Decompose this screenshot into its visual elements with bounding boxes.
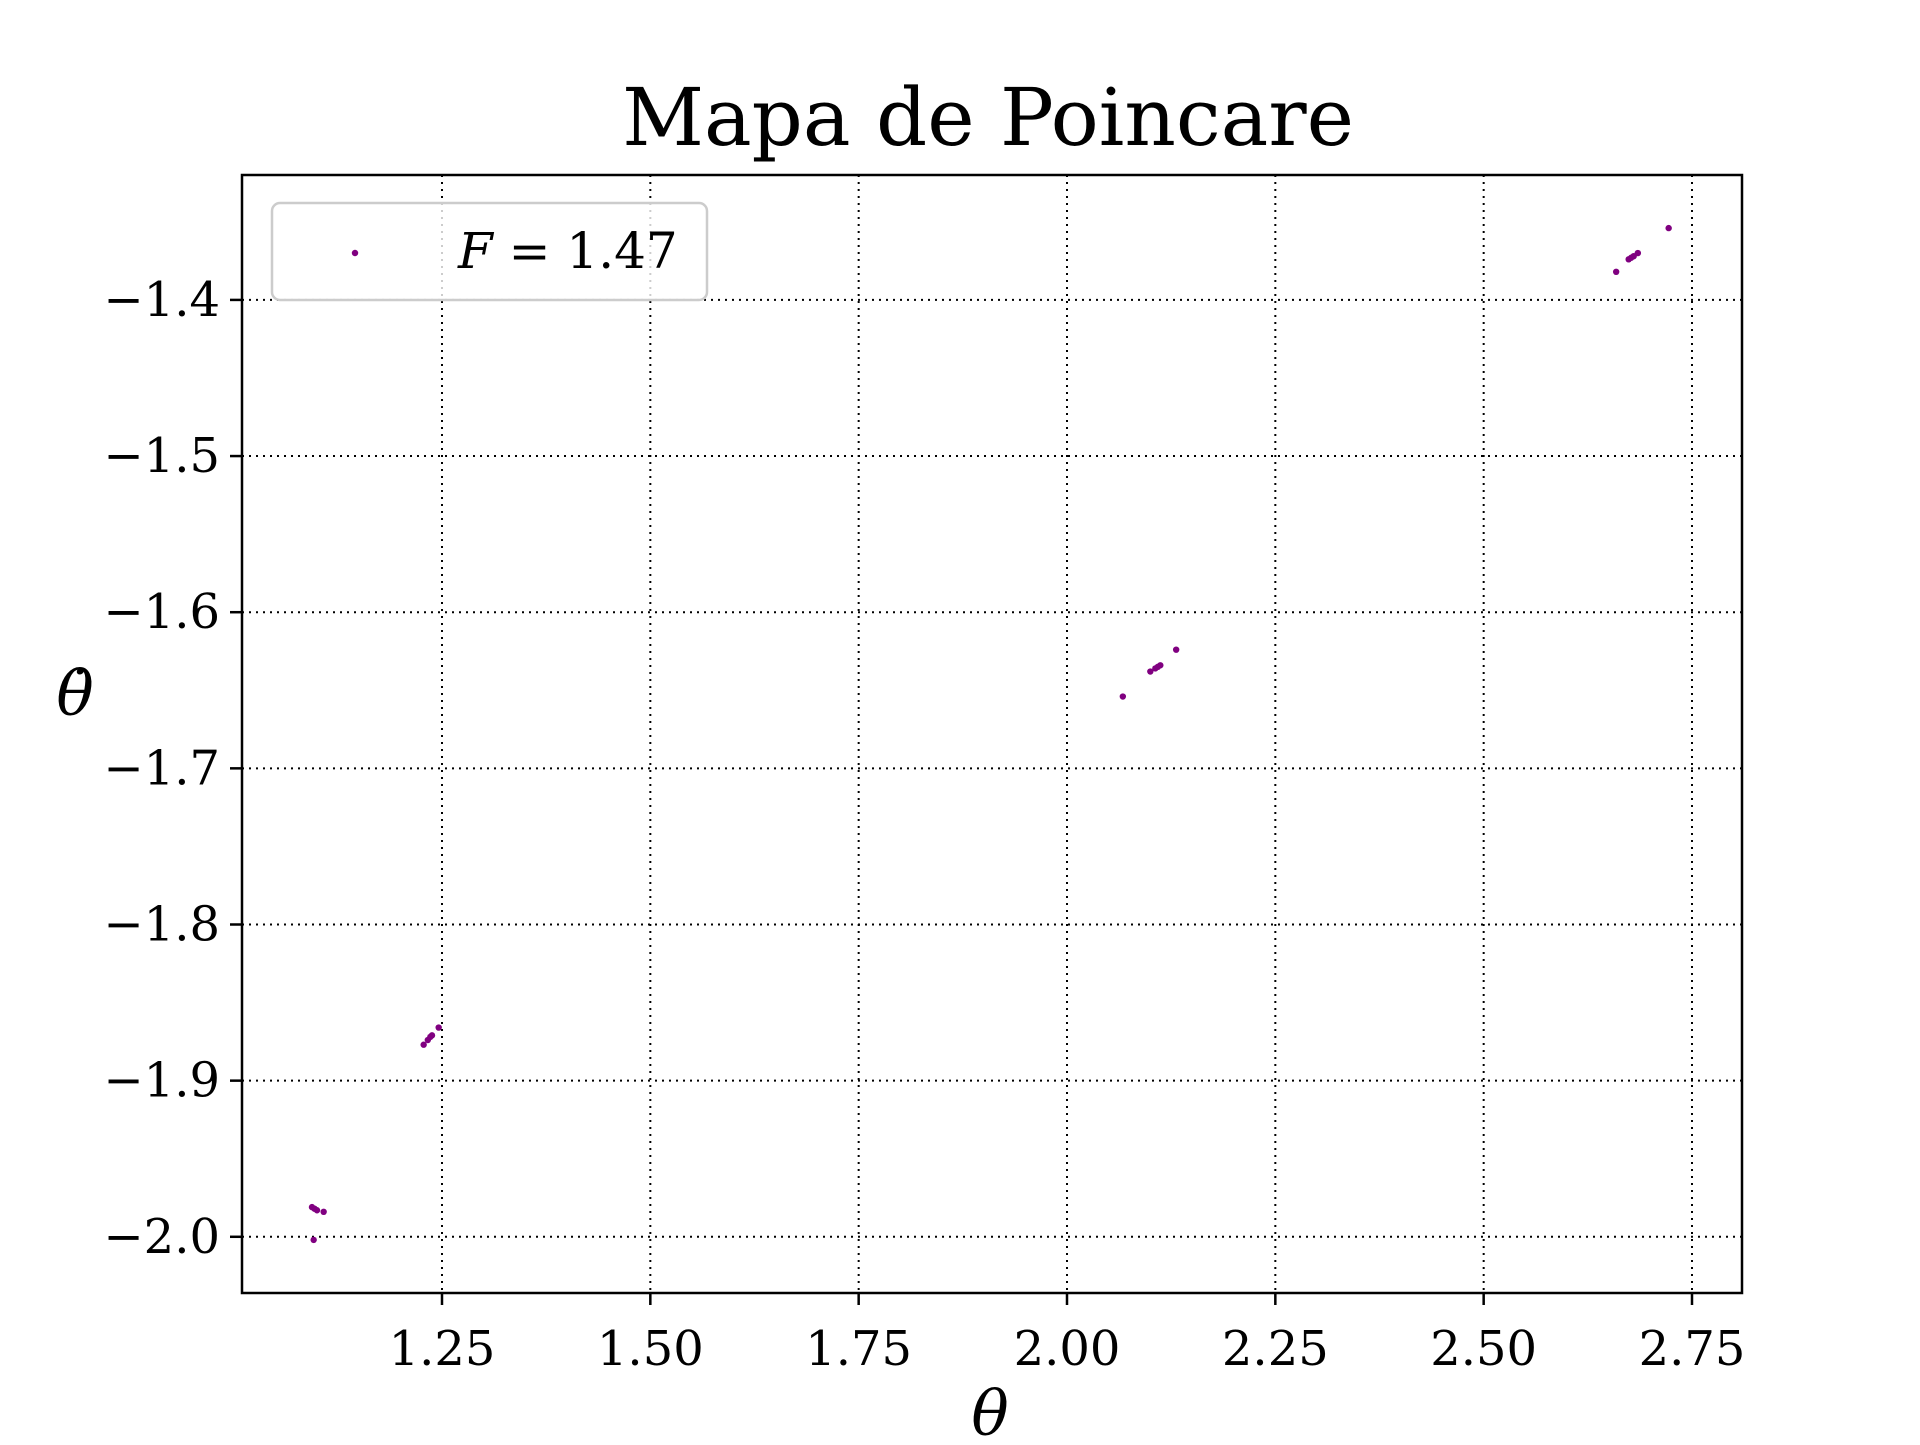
legend-label-value: = 1.47 xyxy=(493,222,678,280)
data-point xyxy=(313,1207,321,1214)
data-point xyxy=(1665,224,1672,232)
y-tick-label: −2.0 xyxy=(103,1209,220,1265)
y-tick-label: −1.4 xyxy=(103,272,220,328)
data-point xyxy=(420,1041,427,1048)
data-point xyxy=(1157,662,1164,669)
grid xyxy=(242,175,1742,1293)
y-axis-label: θ̇ xyxy=(56,657,93,730)
x-tick-label: 2.25 xyxy=(1222,1321,1329,1377)
data-point xyxy=(1612,268,1620,276)
data-point xyxy=(1119,693,1127,700)
y-tick-label: −1.9 xyxy=(103,1053,220,1109)
legend-label: F = 1.47 xyxy=(457,222,678,280)
chart-title: Mapa de Poincare xyxy=(622,71,1354,164)
plot-frame xyxy=(240,173,1744,1295)
data-point xyxy=(310,1236,317,1244)
data-point xyxy=(435,1024,442,1031)
y-tick-label: −1.8 xyxy=(103,896,220,952)
data-point xyxy=(320,1208,327,1216)
x-tick-label: 1.25 xyxy=(389,1321,496,1377)
x-tick-label: 2.75 xyxy=(1639,1321,1746,1377)
legend: F = 1.47 xyxy=(270,201,709,302)
legend-marker xyxy=(351,249,359,257)
x-tick-label: 2.50 xyxy=(1430,1321,1537,1377)
y-tick-label: −1.6 xyxy=(103,584,220,640)
y-tick-label: −1.5 xyxy=(103,428,220,484)
data-point xyxy=(428,1032,436,1039)
x-tick-label: 2.00 xyxy=(1014,1321,1121,1377)
x-axis-label: θ xyxy=(971,1377,1008,1440)
data-point xyxy=(1634,249,1642,257)
axis-ticks: 1.25 1.50 1.75 2.00 2.25 2.50 2.75 −1.4 −1.5 −1.6… xyxy=(103,272,1745,1377)
legend-label-variable: F xyxy=(457,222,495,280)
x-tick-label: 1.75 xyxy=(805,1321,912,1377)
y-tick-label: −1.7 xyxy=(103,740,220,796)
data-point xyxy=(1172,646,1180,653)
x-tick-label: 1.50 xyxy=(597,1321,704,1377)
legend-box xyxy=(270,201,709,302)
data-points xyxy=(308,224,1672,1244)
data-point xyxy=(1147,668,1154,675)
